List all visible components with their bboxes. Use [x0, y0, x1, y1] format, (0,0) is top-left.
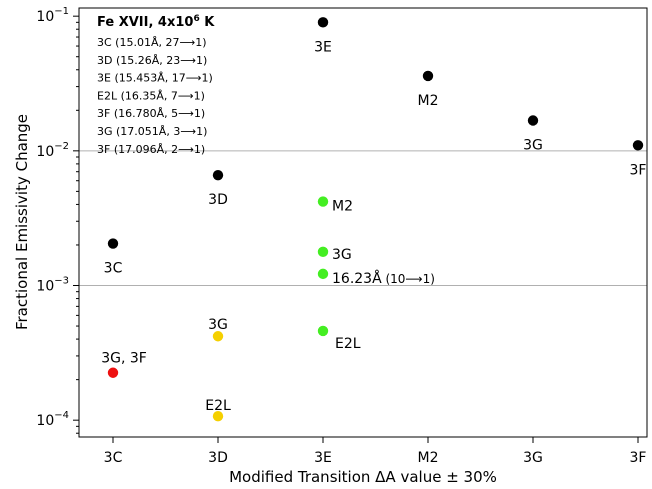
- point-label: E2L: [335, 336, 361, 352]
- legend-lines: 3C (15.01Å, 27⟶1) 3D (15.26Å, 23⟶1) 3E (15…: [97, 36, 213, 156]
- point-label: 3G, 3F: [101, 351, 147, 367]
- data-point: [422, 70, 434, 82]
- point-label: 3C: [104, 261, 123, 277]
- legend-line: 3C (15.01Å, 27⟶1): [97, 36, 207, 49]
- data-point: [212, 411, 224, 422]
- legend-line: E2L (16.35Å, 7⟶1): [97, 89, 205, 102]
- point-label: M2: [332, 199, 353, 215]
- data-point: [632, 140, 644, 151]
- legend-title: Fe XVII, 4x106 K: [97, 14, 215, 30]
- data-point: [212, 331, 224, 342]
- data-point: [317, 268, 329, 280]
- data-point: [212, 169, 224, 181]
- y-axis-title: Fractional Emissivity Change: [13, 114, 31, 330]
- point-label: 3G: [523, 137, 543, 153]
- x-axis: 3C 3D 3E M2 3G 3F: [104, 437, 647, 466]
- x-tick-label: 3E: [314, 450, 332, 466]
- x-tick-label: 3C: [104, 450, 123, 466]
- x-tick-label: 3D: [208, 450, 228, 466]
- x-tick-label: 3G: [523, 450, 543, 466]
- legend-line: 3F (17.096Å, 2⟶1): [97, 143, 205, 156]
- y-tick-label: 10−4: [36, 410, 69, 429]
- data-point: [107, 238, 119, 249]
- data-point: [317, 17, 329, 28]
- point-label: 3G: [208, 317, 228, 333]
- legend-line: 3F (16.780Å, 5⟶1): [97, 107, 205, 120]
- point-label: 3G: [332, 247, 352, 263]
- data-point: [317, 196, 329, 207]
- point-label: 3D: [208, 192, 228, 208]
- data-points: 3C 3D 3E M2 3G 3F M2 3G 16.23Å (10⟶1) E2L 3G E2L 3G,…: [101, 17, 647, 422]
- point-label: E2L: [205, 398, 231, 414]
- plot-frame: [78, 7, 648, 438]
- point-label: 3E: [314, 39, 332, 55]
- data-point: [107, 367, 119, 378]
- legend-line: 3D (15.26Å, 23⟶1): [97, 54, 207, 67]
- y-tick-label: 10−1: [36, 6, 69, 25]
- plot-area: [79, 8, 647, 437]
- y-axis: 10−1 10−2 10−3 10−4: [36, 6, 79, 434]
- legend-line: 3E (15.453Å, 17⟶1): [97, 72, 213, 85]
- gridlines: [79, 150, 647, 287]
- data-point: [317, 246, 329, 257]
- y-tick-label: 10−3: [36, 276, 69, 295]
- x-tick-label: M2: [418, 450, 439, 466]
- point-label: M2: [418, 93, 439, 109]
- data-point: [317, 325, 329, 337]
- legend-line: 3G (17.051Å, 3⟶1): [97, 125, 207, 138]
- point-label: 3F: [630, 162, 647, 178]
- point-label: 16.23Å (10⟶1): [332, 270, 435, 287]
- data-point: [527, 115, 539, 126]
- x-tick-label: 3F: [630, 450, 647, 466]
- y-tick-label: 10−2: [36, 141, 69, 160]
- x-axis-title: Modified Transition ΔA value ± 30%: [229, 468, 497, 486]
- legend: Fe XVII, 4x106 K 3C (15.01Å, 27⟶1) 3D (15…: [97, 14, 215, 156]
